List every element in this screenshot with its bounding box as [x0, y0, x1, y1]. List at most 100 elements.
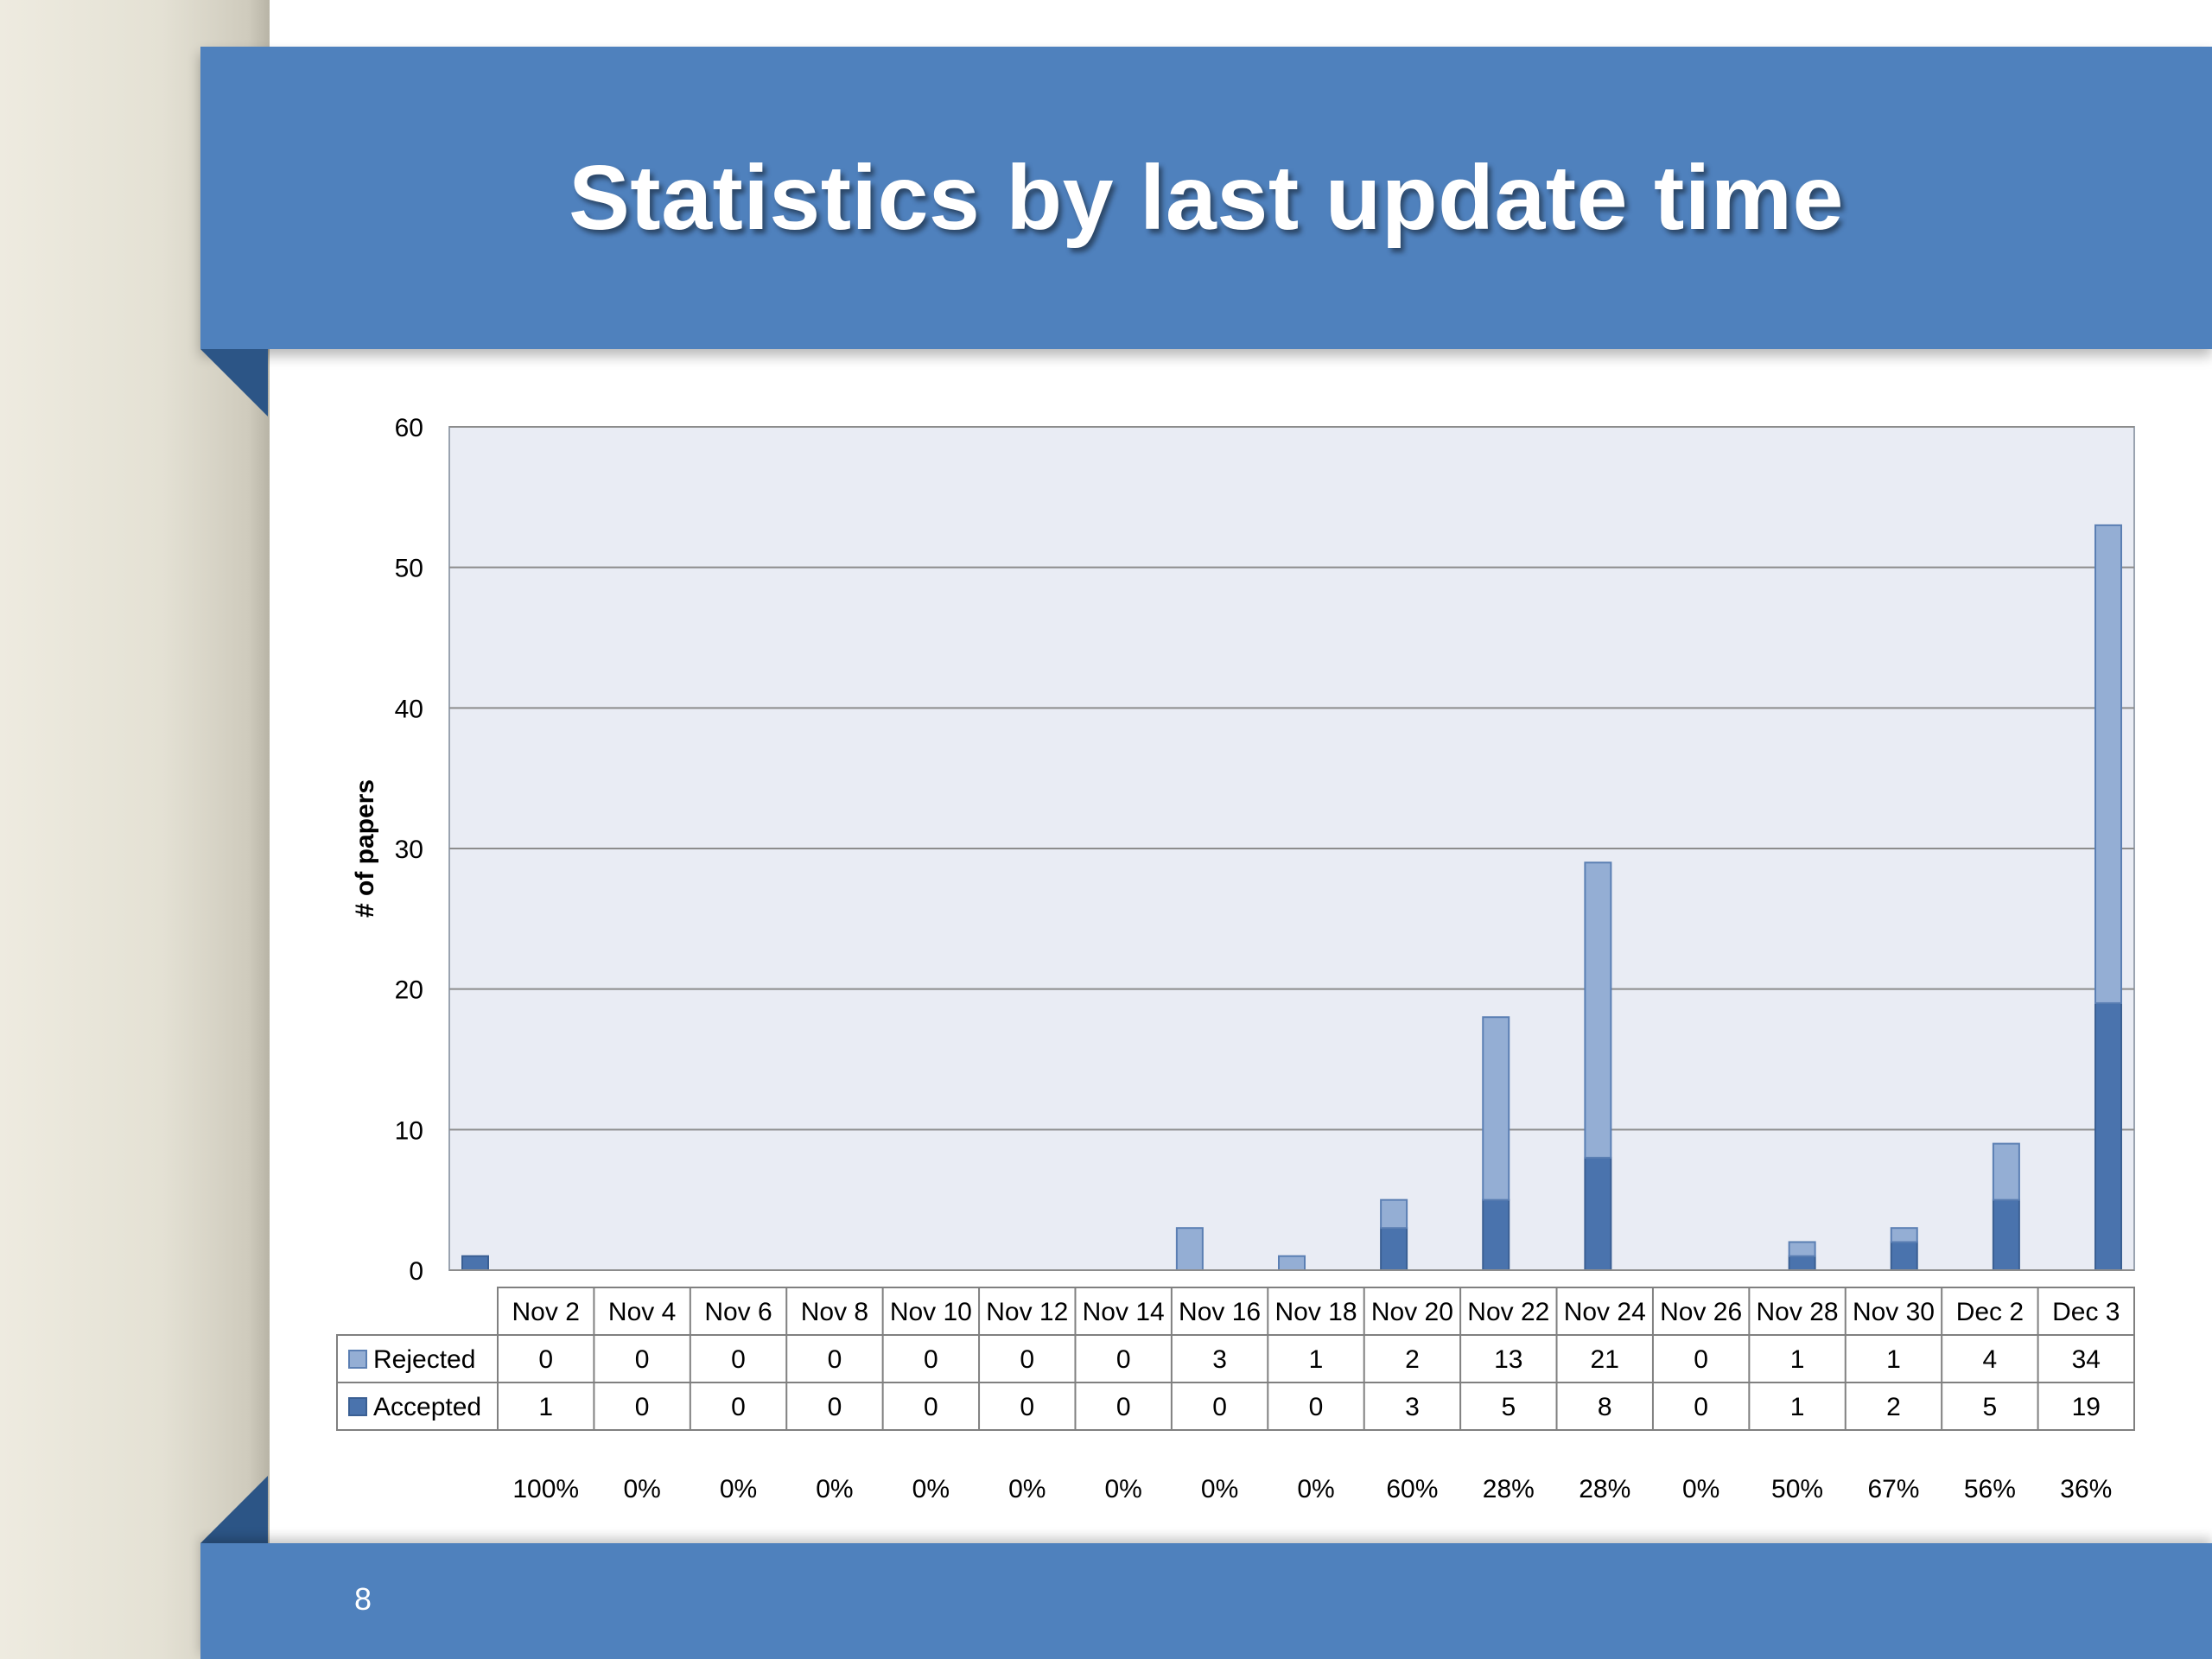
table-value-cell: 0 [1116, 1345, 1131, 1374]
table-value-cell: 3 [1212, 1345, 1227, 1374]
percentage-label: 67% [1867, 1475, 1919, 1503]
table-header-cell: Nov 20 [1371, 1298, 1453, 1326]
table-value-cell: 3 [1405, 1393, 1420, 1421]
percentage-label: 0% [1682, 1475, 1719, 1503]
table-value-cell: 0 [828, 1345, 842, 1374]
y-tick-label: 40 [395, 695, 423, 723]
table-value-cell: 21 [1591, 1345, 1619, 1374]
y-tick-label: 60 [395, 414, 423, 442]
legend-label-accepted: Accepted [373, 1393, 481, 1421]
table-value-cell: 0 [635, 1345, 650, 1374]
bar-rejected [1380, 1198, 1408, 1230]
bar-rejected [1992, 1142, 2020, 1201]
percentage-label: 28% [1579, 1475, 1630, 1503]
table-header-cell: Dec 2 [1956, 1298, 2024, 1326]
percentage-label: 0% [1104, 1475, 1141, 1503]
table-header-cell: Nov 28 [1757, 1298, 1839, 1326]
percentage-label: 0% [1201, 1475, 1238, 1503]
table-value-cell: 1 [1790, 1393, 1805, 1421]
bar-rejected [1278, 1255, 1306, 1272]
slide-number: 8 [354, 1581, 372, 1617]
percentage-label: 0% [912, 1475, 950, 1503]
y-tick-label: 10 [395, 1116, 423, 1145]
table-value-cell: 0 [1212, 1393, 1227, 1421]
bar-rejected [1175, 1227, 1204, 1272]
table-value-cell: 2 [1405, 1345, 1420, 1374]
y-tick-label: 20 [395, 976, 423, 1005]
bar-accepted [1380, 1227, 1408, 1272]
table-header-cell: Nov 4 [608, 1298, 676, 1326]
table-header-cell: Nov 22 [1467, 1298, 1549, 1326]
table-value-cell: 0 [924, 1393, 938, 1421]
table-value-cell: 8 [1598, 1393, 1612, 1421]
table-header-cell: Nov 12 [986, 1298, 1068, 1326]
footer-banner: 8 [200, 1543, 2212, 1659]
percentage-label: 60% [1386, 1475, 1438, 1503]
table-header-cell: Nov 6 [704, 1298, 772, 1326]
table-value-cell: 1 [1309, 1345, 1324, 1374]
table-value-cell: 1 [1790, 1345, 1805, 1374]
table-header-cell: Nov 2 [512, 1298, 580, 1326]
bar-rejected [1584, 861, 1612, 1159]
bar-accepted [1788, 1255, 1816, 1272]
table-value-cell: 0 [828, 1393, 842, 1421]
table-value-cell: 0 [1020, 1345, 1034, 1374]
table-header-cell: Nov 26 [1660, 1298, 1742, 1326]
percentage-label: 56% [1964, 1475, 2016, 1503]
table-header-cell: Nov 14 [1083, 1298, 1165, 1326]
table-value-cell: 0 [731, 1345, 746, 1374]
legend-key-accepted [348, 1397, 367, 1416]
table-header-cell: Nov 8 [801, 1298, 868, 1326]
percentage-label: 28% [1483, 1475, 1535, 1503]
bar-rejected [1890, 1227, 1918, 1243]
table-value-cell: 2 [1886, 1393, 1901, 1421]
table-value-cell: 0 [1694, 1393, 1708, 1421]
percentage-label: 36% [2060, 1475, 2112, 1503]
table-value-cell: 0 [1694, 1345, 1708, 1374]
title-banner: Statistics by last update time [200, 47, 2212, 349]
table-value-cell: 0 [731, 1393, 746, 1421]
bar-accepted [2094, 1001, 2122, 1272]
percentage-label: 0% [720, 1475, 757, 1503]
table-value-cell: 0 [538, 1345, 553, 1374]
table-value-cell: 0 [635, 1393, 650, 1421]
bar-accepted [1992, 1198, 2020, 1272]
bar-accepted [1482, 1198, 1510, 1272]
table-header-cell: Nov 18 [1274, 1298, 1357, 1326]
percentage-label: 0% [816, 1475, 853, 1503]
bar-rejected [1788, 1241, 1816, 1257]
table-value-cell: 5 [1501, 1393, 1516, 1421]
table-value-cell: 4 [1983, 1345, 1998, 1374]
banner-fold-bottom [200, 1476, 268, 1543]
table-value-cell: 1 [1886, 1345, 1901, 1374]
table-value-cell: 13 [1494, 1345, 1522, 1374]
table-value-cell: 0 [924, 1345, 938, 1374]
bar-accepted [1584, 1156, 1612, 1271]
table-header-cell: Nov 16 [1179, 1298, 1261, 1326]
percentage-label: 0% [623, 1475, 660, 1503]
table-value-cell: 19 [2072, 1393, 2101, 1421]
percentage-label: 0% [1297, 1475, 1334, 1503]
bar-accepted [461, 1255, 489, 1272]
table-header-cell: Nov 10 [890, 1298, 972, 1326]
table-header-cell: Nov 24 [1564, 1298, 1646, 1326]
percentage-label: 50% [1771, 1475, 1823, 1503]
table-value-cell: 0 [1309, 1393, 1324, 1421]
bar-rejected [1482, 1016, 1510, 1201]
table-header-cell: Nov 30 [1853, 1298, 1935, 1326]
table-value-cell: 1 [538, 1393, 553, 1421]
table-header-cell: Dec 3 [2052, 1298, 2120, 1326]
bar-accepted [1890, 1241, 1918, 1272]
y-axis-label: # of papers [351, 779, 379, 918]
y-tick-label: 0 [409, 1257, 423, 1286]
table-value-cell: 0 [1020, 1393, 1034, 1421]
legend-label-rejected: Rejected [373, 1345, 475, 1374]
y-tick-label: 30 [395, 836, 423, 864]
table-value-cell: 0 [1116, 1393, 1131, 1421]
banner-fold-top [200, 349, 268, 416]
percentage-label: 0% [1008, 1475, 1046, 1503]
legend-key-rejected [348, 1350, 367, 1369]
y-tick-label: 50 [395, 555, 423, 583]
table-value-cell: 34 [2072, 1345, 2101, 1374]
